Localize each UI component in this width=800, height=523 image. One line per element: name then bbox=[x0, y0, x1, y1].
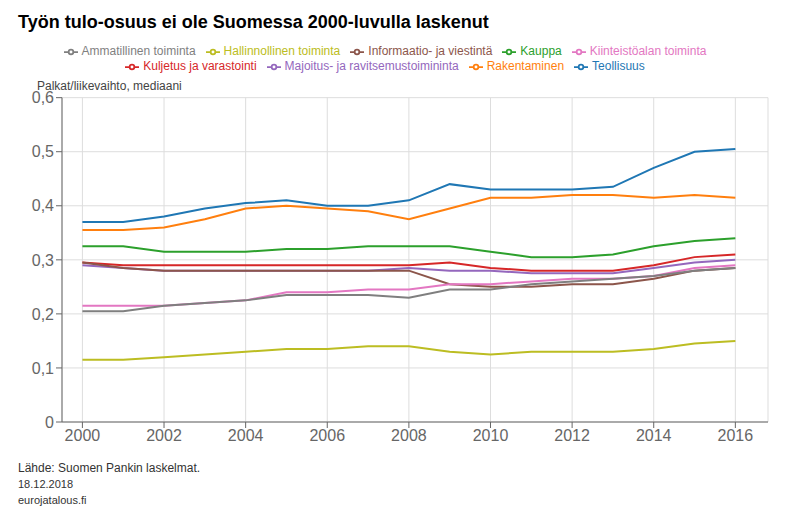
html-text:Työn tulo-osuus ei ole Suomess: Työn tulo-osuus ei ole Suomessa 2000-luv… bbox=[18, 12, 489, 32]
html-text:eurojatalous.fi: eurojatalous.fi bbox=[18, 494, 87, 506]
svg-text:2014: 2014 bbox=[636, 427, 672, 444]
svg-text:0,3: 0,3 bbox=[32, 252, 54, 269]
html-text:Ammatillinen toiminta: Ammatillinen toiminta bbox=[81, 44, 196, 58]
html-text:Majoitus- ja ravitsemustoimini: Majoitus- ja ravitsemustoimininta bbox=[284, 58, 459, 73]
svg-text:2012: 2012 bbox=[554, 427, 590, 444]
svg-text:2008: 2008 bbox=[391, 427, 427, 444]
svg-text:2002: 2002 bbox=[146, 427, 182, 444]
svg-text:0,2: 0,2 bbox=[32, 306, 54, 323]
svg-text:0: 0 bbox=[45, 414, 54, 431]
svg-text:0,4: 0,4 bbox=[32, 197, 54, 214]
html-text:Kiinteistöalan toiminta: Kiinteistöalan toiminta bbox=[589, 44, 707, 58]
html-text:Kuljetus ja varastointi: Kuljetus ja varastointi bbox=[143, 58, 257, 73]
svg-text:2010: 2010 bbox=[473, 427, 509, 444]
svg-text:Palkat/liikevaihto, mediaani: Palkat/liikevaihto, mediaani bbox=[37, 79, 182, 93]
svg-text:2004: 2004 bbox=[228, 427, 264, 444]
svg-text:2000: 2000 bbox=[65, 427, 101, 444]
html-text:Kauppa: Kauppa bbox=[520, 44, 562, 58]
svg-text:0,5: 0,5 bbox=[32, 143, 54, 160]
svg-text:0,6: 0,6 bbox=[31, 89, 54, 107]
svg-text:2016: 2016 bbox=[718, 427, 754, 444]
html-text:18.12.2018: 18.12.2018 bbox=[18, 478, 74, 490]
svg-text:2006: 2006 bbox=[309, 427, 345, 444]
svg-text:0,1: 0,1 bbox=[32, 360, 54, 377]
html-text:Lähde: Suomen Pankin laskelmat: Lähde: Suomen Pankin laskelmat. bbox=[18, 461, 201, 475]
html-text:Teollisuus: Teollisuus bbox=[592, 58, 645, 73]
html-text:Rakentaminen: Rakentaminen bbox=[486, 58, 565, 73]
html-text:Informaatio- ja viestintä: Informaatio- ja viestintä bbox=[368, 44, 493, 58]
html-text:Hallinnollinen toiminta: Hallinnollinen toiminta bbox=[223, 44, 341, 58]
